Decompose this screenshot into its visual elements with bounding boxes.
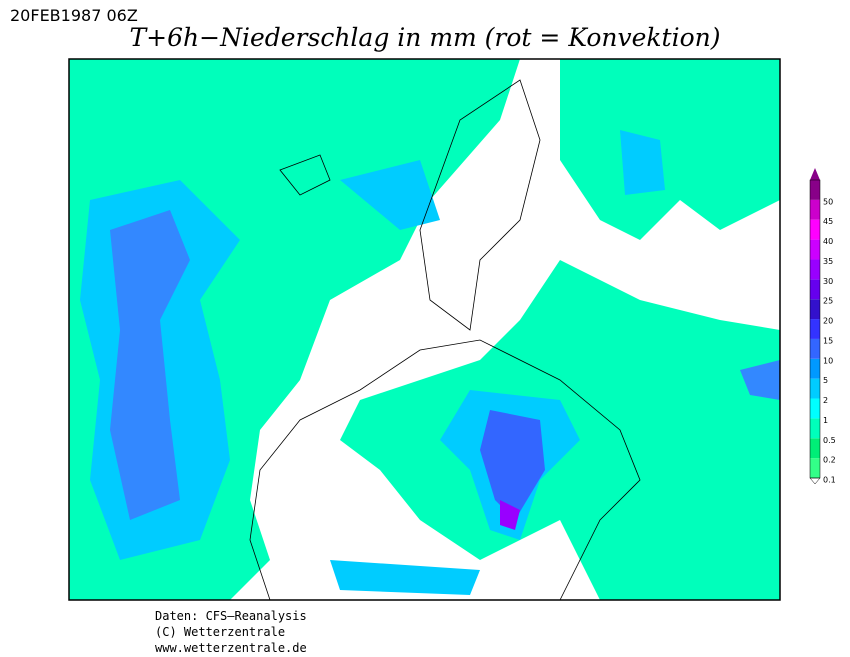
colorbar-segment bbox=[810, 180, 820, 200]
colorbar-label: 50 bbox=[823, 197, 833, 206]
colorbar-bottom-arrow bbox=[809, 477, 821, 485]
colorbar-label: 0.1 bbox=[823, 475, 836, 484]
map-title: T+6h−Niederschlag in mm (rot = Konvektio… bbox=[130, 23, 721, 52]
footer: Daten: CFS—Reanalysis (C) Wetterzentrale… bbox=[155, 609, 307, 655]
colorbar-label: 15 bbox=[823, 336, 833, 345]
map bbox=[68, 58, 781, 601]
colorbar-segment bbox=[810, 239, 820, 260]
colorbar-label: 0.2 bbox=[823, 456, 836, 465]
colorbar-segment bbox=[810, 299, 820, 320]
colorbar-segment bbox=[810, 418, 820, 439]
colorbar-segment bbox=[810, 199, 820, 220]
colorbar-label: 0.5 bbox=[823, 436, 836, 445]
colorbar-segment bbox=[810, 398, 820, 419]
colorbar-segment bbox=[810, 458, 820, 478]
colorbar-segment bbox=[810, 338, 820, 359]
footer-line: www.wetterzentrale.de bbox=[155, 641, 307, 655]
colorbar-label: 10 bbox=[823, 356, 833, 365]
colorbar-label: 1 bbox=[823, 416, 828, 425]
precip-field bbox=[69, 59, 780, 600]
map-frame bbox=[68, 58, 781, 601]
colorbar-segment bbox=[810, 358, 820, 379]
date-label: 20FEB1987 06Z bbox=[10, 6, 138, 25]
colorbar-top-arrow bbox=[810, 168, 820, 180]
colorbar-label: 2 bbox=[823, 396, 828, 405]
colorbar-label: 20 bbox=[823, 317, 833, 326]
colorbar-segment bbox=[810, 438, 820, 459]
colorbar-segment bbox=[810, 279, 820, 300]
colorbar-label: 30 bbox=[823, 277, 833, 286]
colorbar-label: 5 bbox=[823, 376, 828, 385]
colorbar-label: 35 bbox=[823, 257, 833, 266]
colorbar-label: 45 bbox=[823, 217, 833, 226]
colorbar-segment bbox=[810, 378, 820, 399]
footer-line: Daten: CFS—Reanalysis bbox=[155, 609, 307, 623]
footer-line: (C) Wetterzentrale bbox=[155, 625, 285, 639]
colorbar-segment bbox=[810, 219, 820, 240]
colorbar-frame bbox=[809, 179, 821, 479]
colorbar-segment bbox=[810, 319, 820, 339]
colorbar-segment bbox=[810, 259, 820, 280]
colorbar-label: 25 bbox=[823, 297, 833, 306]
colorbar-label: 40 bbox=[823, 237, 833, 246]
